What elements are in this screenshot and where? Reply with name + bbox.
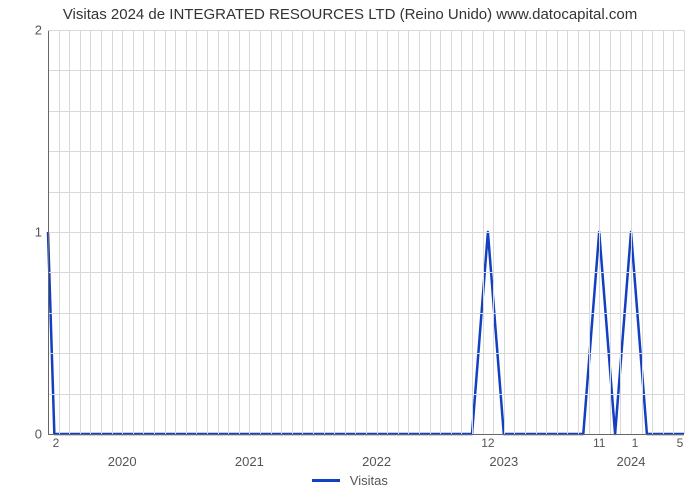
y-axis-line [48, 30, 49, 434]
grid-line-vertical [355, 30, 356, 434]
grid-line-vertical [324, 30, 325, 434]
grid-line-vertical [642, 30, 643, 434]
grid-line-vertical [599, 30, 600, 434]
grid-line-vertical [154, 30, 155, 434]
grid-line-vertical [504, 30, 505, 434]
plot-border [48, 30, 684, 31]
grid-line-vertical [430, 30, 431, 434]
grid-line-vertical [175, 30, 176, 434]
grid-line-vertical [440, 30, 441, 434]
data-point-label: 12 [481, 436, 494, 450]
grid-line-vertical [292, 30, 293, 434]
grid-line-vertical [652, 30, 653, 434]
legend-label: Visitas [350, 473, 388, 488]
grid-line-vertical [218, 30, 219, 434]
y-tick-label: 2 [35, 23, 48, 38]
grid-line-vertical [249, 30, 250, 434]
x-axis-line [48, 434, 684, 435]
chart-container: Visitas 2024 de INTEGRATED RESOURCES LTD… [0, 0, 700, 500]
grid-line-vertical [461, 30, 462, 434]
grid-line-vertical [557, 30, 558, 434]
grid-line-vertical [122, 30, 123, 434]
grid-line-vertical [631, 30, 632, 434]
data-point-label: 2 [53, 436, 60, 450]
grid-line-vertical [239, 30, 240, 434]
grid-line-vertical [80, 30, 81, 434]
grid-line-vertical [419, 30, 420, 434]
grid-line-vertical [112, 30, 113, 434]
grid-line-vertical [133, 30, 134, 434]
grid-line-vertical [345, 30, 346, 434]
grid-line-vertical [302, 30, 303, 434]
grid-line-vertical [165, 30, 166, 434]
grid-line-vertical [59, 30, 60, 434]
data-point-label: 11 [593, 436, 605, 450]
grid-line-vertical [673, 30, 674, 434]
grid-line-vertical [196, 30, 197, 434]
plot-border [684, 30, 685, 434]
grid-line-vertical [589, 30, 590, 434]
grid-line-vertical [101, 30, 102, 434]
grid-line-vertical [260, 30, 261, 434]
grid-line-vertical [514, 30, 515, 434]
grid-line-vertical [408, 30, 409, 434]
grid-line-vertical [387, 30, 388, 434]
grid-line-vertical [207, 30, 208, 434]
plot-area: 012202020212022202320242121115 [48, 30, 684, 434]
grid-line-vertical [493, 30, 494, 434]
x-tick-label: 2022 [362, 450, 391, 469]
y-tick-label: 0 [35, 427, 48, 442]
grid-line-vertical [228, 30, 229, 434]
y-tick-label: 1 [35, 225, 48, 240]
grid-line-vertical [281, 30, 282, 434]
grid-line-vertical [451, 30, 452, 434]
grid-line-vertical [69, 30, 70, 434]
x-tick-label: 2024 [617, 450, 646, 469]
x-tick-label: 2021 [235, 450, 264, 469]
grid-line-vertical [536, 30, 537, 434]
grid-line-vertical [525, 30, 526, 434]
grid-line-vertical [398, 30, 399, 434]
grid-line-vertical [186, 30, 187, 434]
grid-line-vertical [546, 30, 547, 434]
grid-line-vertical [567, 30, 568, 434]
grid-line-vertical [663, 30, 664, 434]
grid-line-vertical [366, 30, 367, 434]
grid-line-vertical [377, 30, 378, 434]
grid-line-vertical [578, 30, 579, 434]
grid-line-vertical [313, 30, 314, 434]
grid-line-vertical [472, 30, 473, 434]
grid-line-vertical [334, 30, 335, 434]
legend: Visitas [0, 472, 700, 488]
chart-title: Visitas 2024 de INTEGRATED RESOURCES LTD… [0, 6, 700, 23]
grid-line-vertical [90, 30, 91, 434]
legend-swatch [312, 479, 340, 482]
grid-line-vertical [483, 30, 484, 434]
grid-line-vertical [620, 30, 621, 434]
x-tick-label: 2023 [489, 450, 518, 469]
x-tick-label: 2020 [108, 450, 137, 469]
grid-line-vertical [610, 30, 611, 434]
grid-line-vertical [271, 30, 272, 434]
grid-line-vertical [143, 30, 144, 434]
data-point-label: 5 [677, 436, 684, 450]
data-point-label: 1 [632, 436, 639, 450]
